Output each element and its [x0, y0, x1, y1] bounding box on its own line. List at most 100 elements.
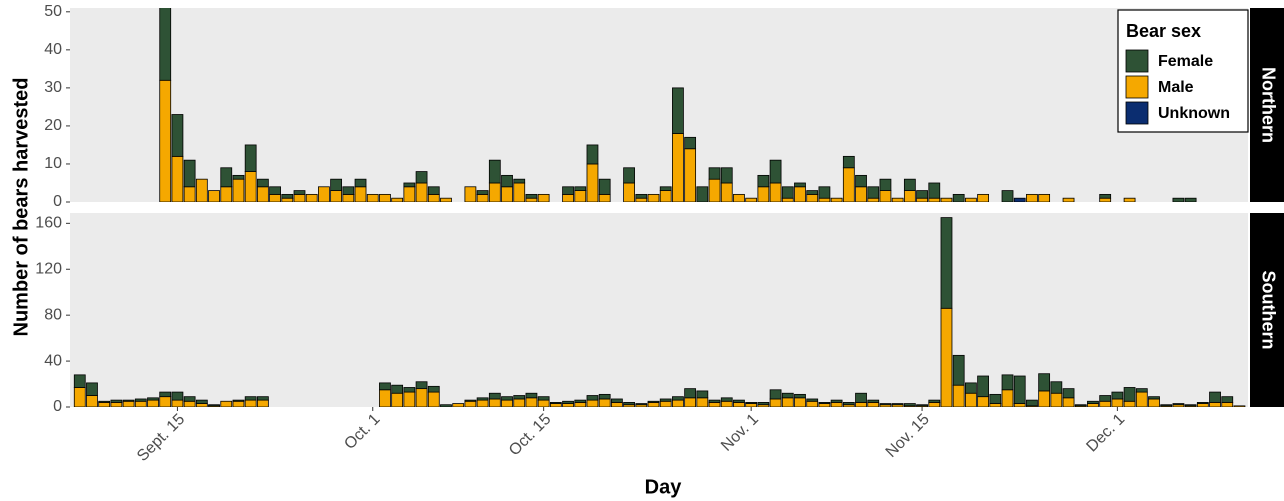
- bar-segment: [891, 403, 904, 406]
- legend-label: Unknown: [1158, 105, 1230, 122]
- bar-segment: [562, 400, 574, 404]
- bar-segment: [647, 402, 660, 407]
- bar-segment: [1038, 390, 1051, 407]
- bar-segment: [159, 79, 172, 202]
- bar-segment: [855, 402, 867, 407]
- bar-segment: [1160, 404, 1173, 407]
- bar-segment: [1062, 197, 1075, 202]
- bar-segment: [415, 381, 428, 390]
- bar-segment: [965, 197, 977, 202]
- bar-segment: [440, 197, 452, 202]
- bar-segment: [586, 144, 599, 165]
- bar-segment: [1123, 197, 1136, 202]
- bar-segment: [672, 133, 684, 202]
- bar-segment: [1074, 404, 1087, 407]
- bar-segment: [159, 391, 172, 398]
- bar-segment: [427, 385, 440, 393]
- bar-segment: [122, 399, 135, 402]
- bar-segment: [903, 190, 916, 202]
- bar-segment: [171, 155, 184, 202]
- bar-segment: [427, 186, 440, 195]
- bar-segment: [476, 190, 489, 195]
- y-axis-title: Number of bears harvested: [10, 78, 32, 337]
- bar-segment: [1001, 389, 1014, 407]
- bar-segment: [940, 307, 953, 407]
- bar-segment: [720, 167, 733, 184]
- bar-segment: [354, 186, 367, 202]
- bar-segment: [98, 402, 111, 407]
- panel-background: [70, 8, 1248, 202]
- bar-segment: [220, 186, 233, 202]
- bar-segment: [1123, 400, 1136, 407]
- bar-segment: [977, 396, 989, 407]
- bar-segment: [708, 178, 721, 202]
- bar-segment: [256, 399, 269, 407]
- bar-segment: [501, 186, 513, 202]
- bar-segment: [781, 197, 794, 202]
- bar-segment: [647, 400, 660, 403]
- bar-segment: [830, 402, 843, 407]
- panel-background: [70, 213, 1248, 407]
- bar-segment: [720, 182, 733, 202]
- bar-segment: [134, 398, 147, 402]
- bar-segment: [757, 186, 770, 202]
- bar-segment: [879, 190, 892, 202]
- bar-segment: [855, 174, 867, 188]
- bar-segment: [391, 197, 404, 202]
- y-tick-label: 10: [44, 155, 62, 172]
- bar-segment: [549, 402, 562, 404]
- bar-segment: [867, 197, 880, 202]
- bar-segment: [818, 402, 831, 404]
- bar-segment: [403, 387, 416, 393]
- bar-segment: [354, 178, 367, 188]
- bar-segment: [989, 393, 1002, 404]
- bar-segment: [1135, 388, 1148, 393]
- bar-segment: [232, 174, 245, 180]
- y-tick-label: 40: [44, 352, 62, 369]
- bar-segment: [659, 398, 672, 402]
- legend-key: [1125, 49, 1149, 73]
- bar-segment: [672, 87, 684, 134]
- bar-segment: [623, 402, 635, 406]
- bar-segment: [208, 404, 220, 407]
- bar-segment: [806, 193, 819, 202]
- bar-segment: [659, 190, 672, 202]
- bar-segment: [855, 186, 867, 202]
- bar-segment: [1221, 402, 1234, 407]
- bar-segment: [672, 399, 684, 407]
- bar-segment: [586, 163, 599, 202]
- bar-segment: [1184, 197, 1197, 202]
- bar-segment: [1148, 398, 1160, 407]
- bar-segment: [269, 186, 281, 195]
- bar-segment: [183, 400, 196, 407]
- bar-segment: [1233, 405, 1246, 407]
- bar-segment: [708, 399, 721, 403]
- bar-segment: [818, 403, 831, 407]
- bar-segment: [903, 403, 916, 407]
- bar-segment: [586, 399, 599, 407]
- bar-segment: [684, 136, 697, 150]
- bar-segment: [549, 403, 562, 407]
- x-tick-label: Nov. 15: [883, 411, 933, 461]
- bar-segment: [891, 197, 904, 202]
- bar-segment: [342, 186, 355, 195]
- bar-segment: [244, 171, 257, 202]
- bar-segment: [562, 193, 574, 202]
- bar-segment: [928, 197, 941, 202]
- bar-segment: [720, 400, 733, 407]
- bar-segment: [195, 403, 208, 407]
- bar-segment: [281, 193, 294, 199]
- bar-segment: [989, 403, 1002, 407]
- bar-segment: [476, 399, 489, 407]
- bar-segment: [720, 397, 733, 402]
- bar-segment: [476, 193, 489, 202]
- bar-segment: [427, 193, 440, 202]
- bar-segment: [122, 400, 135, 407]
- bar-segment: [1099, 197, 1112, 202]
- bar-segment: [1001, 374, 1014, 391]
- bar-segment: [208, 190, 220, 202]
- bar-segment: [696, 397, 709, 407]
- bar-segment: [696, 390, 709, 399]
- bar-segment: [1099, 395, 1112, 402]
- bar-segment: [464, 400, 477, 407]
